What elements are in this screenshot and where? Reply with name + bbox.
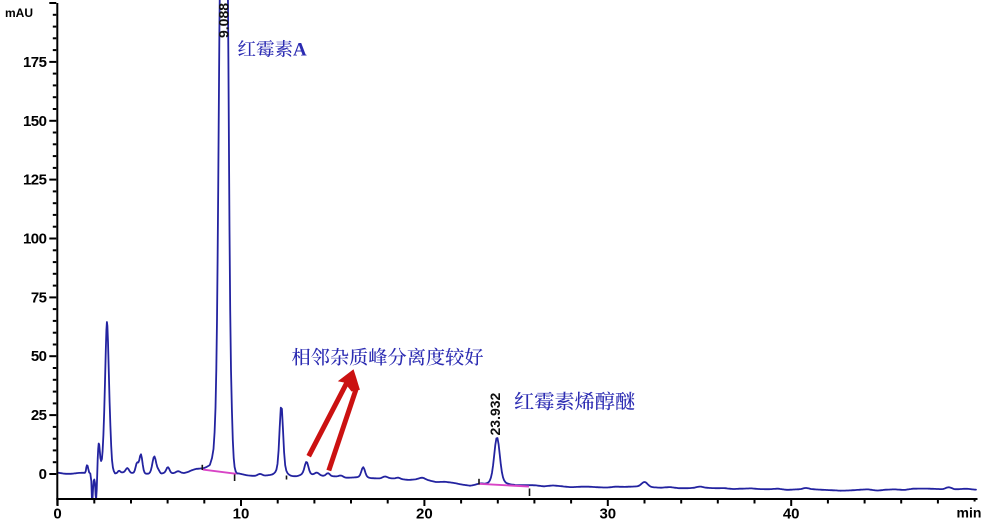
svg-text:23.932: 23.932 xyxy=(487,392,503,435)
svg-text:9.088: 9.088 xyxy=(215,3,231,38)
svg-text:mAU: mAU xyxy=(5,6,33,20)
svg-text:20: 20 xyxy=(416,506,433,523)
svg-text:30: 30 xyxy=(599,506,616,523)
svg-text:10: 10 xyxy=(233,506,250,523)
svg-text:40: 40 xyxy=(783,506,800,523)
svg-text:100: 100 xyxy=(23,231,47,248)
svg-text:A: A xyxy=(293,40,307,61)
svg-text:125: 125 xyxy=(23,172,47,189)
svg-text:50: 50 xyxy=(31,348,47,365)
svg-text:0: 0 xyxy=(53,506,61,523)
svg-text:150: 150 xyxy=(23,113,47,130)
svg-text:min: min xyxy=(957,504,981,520)
svg-text:0: 0 xyxy=(39,466,47,483)
svg-text:75: 75 xyxy=(31,289,47,306)
svg-text:25: 25 xyxy=(31,407,47,424)
svg-text:175: 175 xyxy=(23,54,47,71)
